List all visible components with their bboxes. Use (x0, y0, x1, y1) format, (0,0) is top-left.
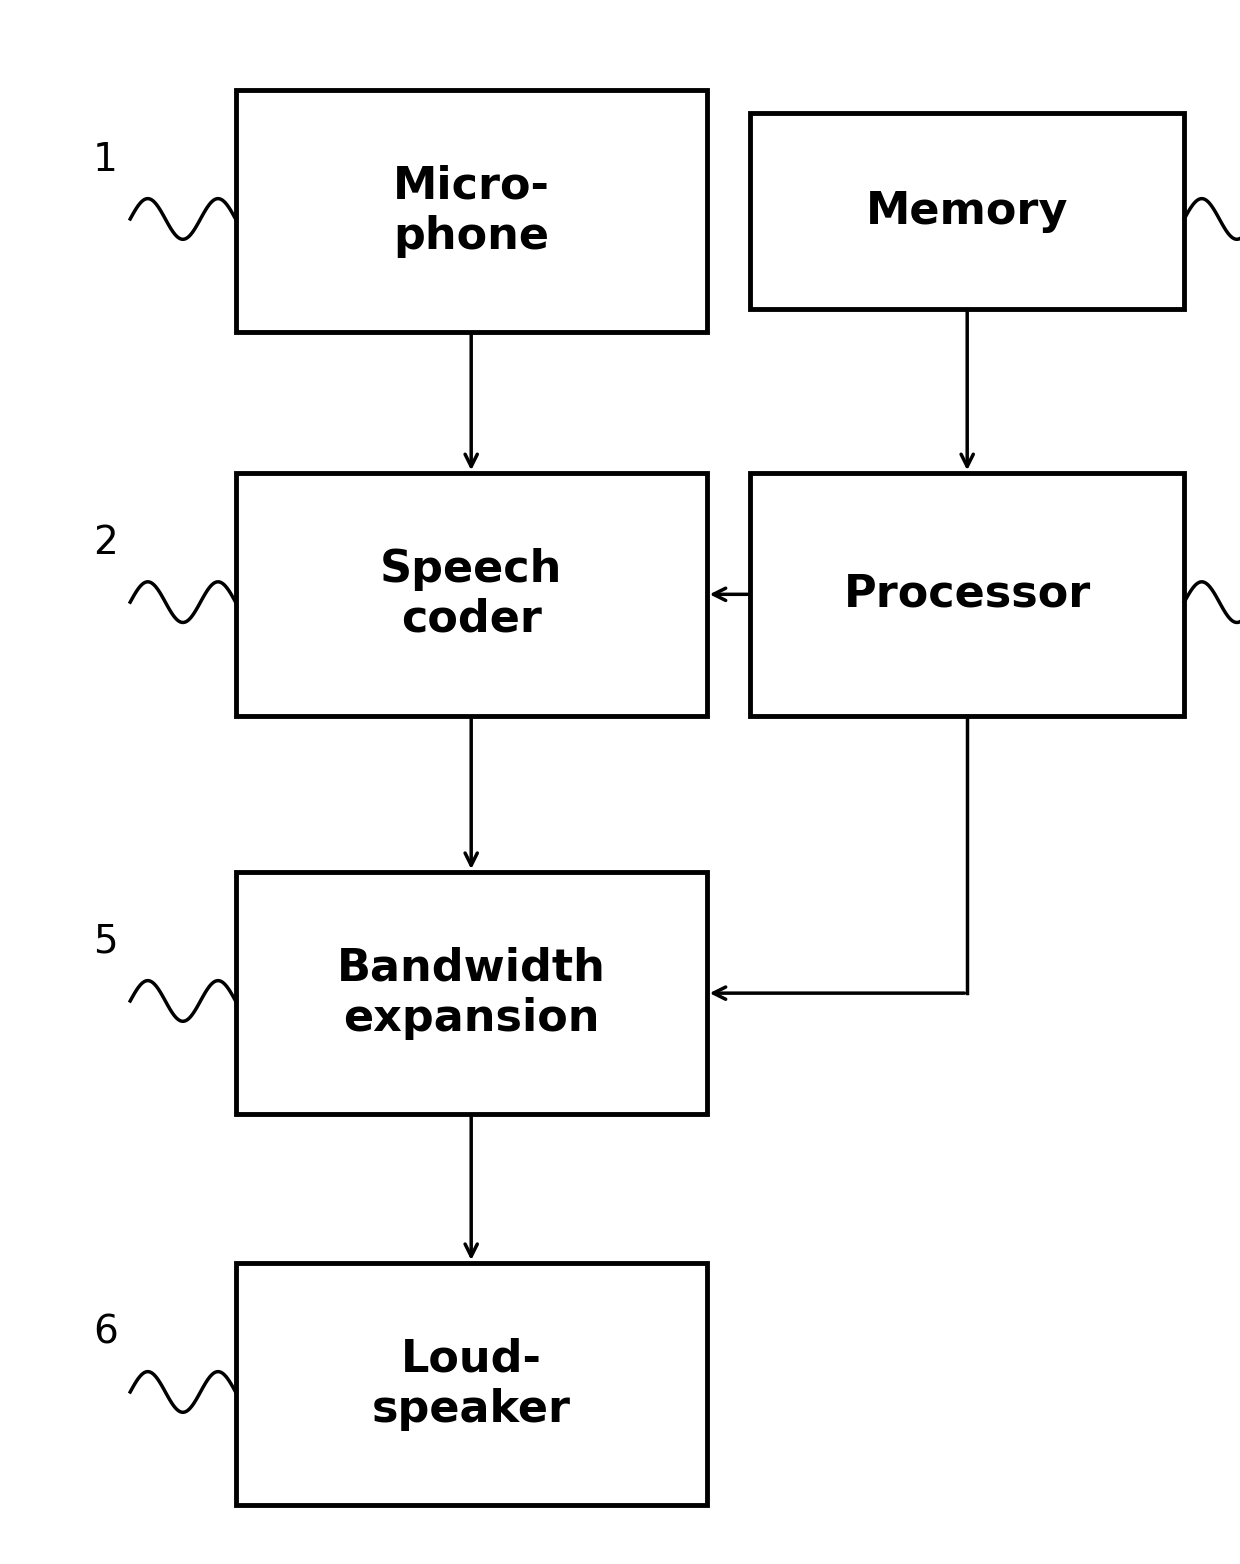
Text: Micro-
phone: Micro- phone (393, 164, 549, 258)
Text: 6: 6 (93, 1314, 118, 1351)
Bar (236, 89, 707, 333)
Text: Loud-
speaker: Loud- speaker (372, 1337, 570, 1431)
Text: Speech
coder: Speech coder (379, 547, 563, 641)
Text: 5: 5 (93, 923, 118, 960)
Bar (236, 472, 707, 715)
Bar (750, 114, 1184, 310)
Bar (236, 1264, 707, 1505)
Bar (236, 871, 707, 1114)
Bar (750, 472, 1184, 715)
Text: 1: 1 (93, 141, 118, 178)
Text: Memory: Memory (866, 189, 1069, 233)
Text: 2: 2 (93, 524, 118, 561)
Text: Bandwidth
expansion: Bandwidth expansion (337, 946, 605, 1040)
Text: Processor: Processor (843, 572, 1091, 616)
